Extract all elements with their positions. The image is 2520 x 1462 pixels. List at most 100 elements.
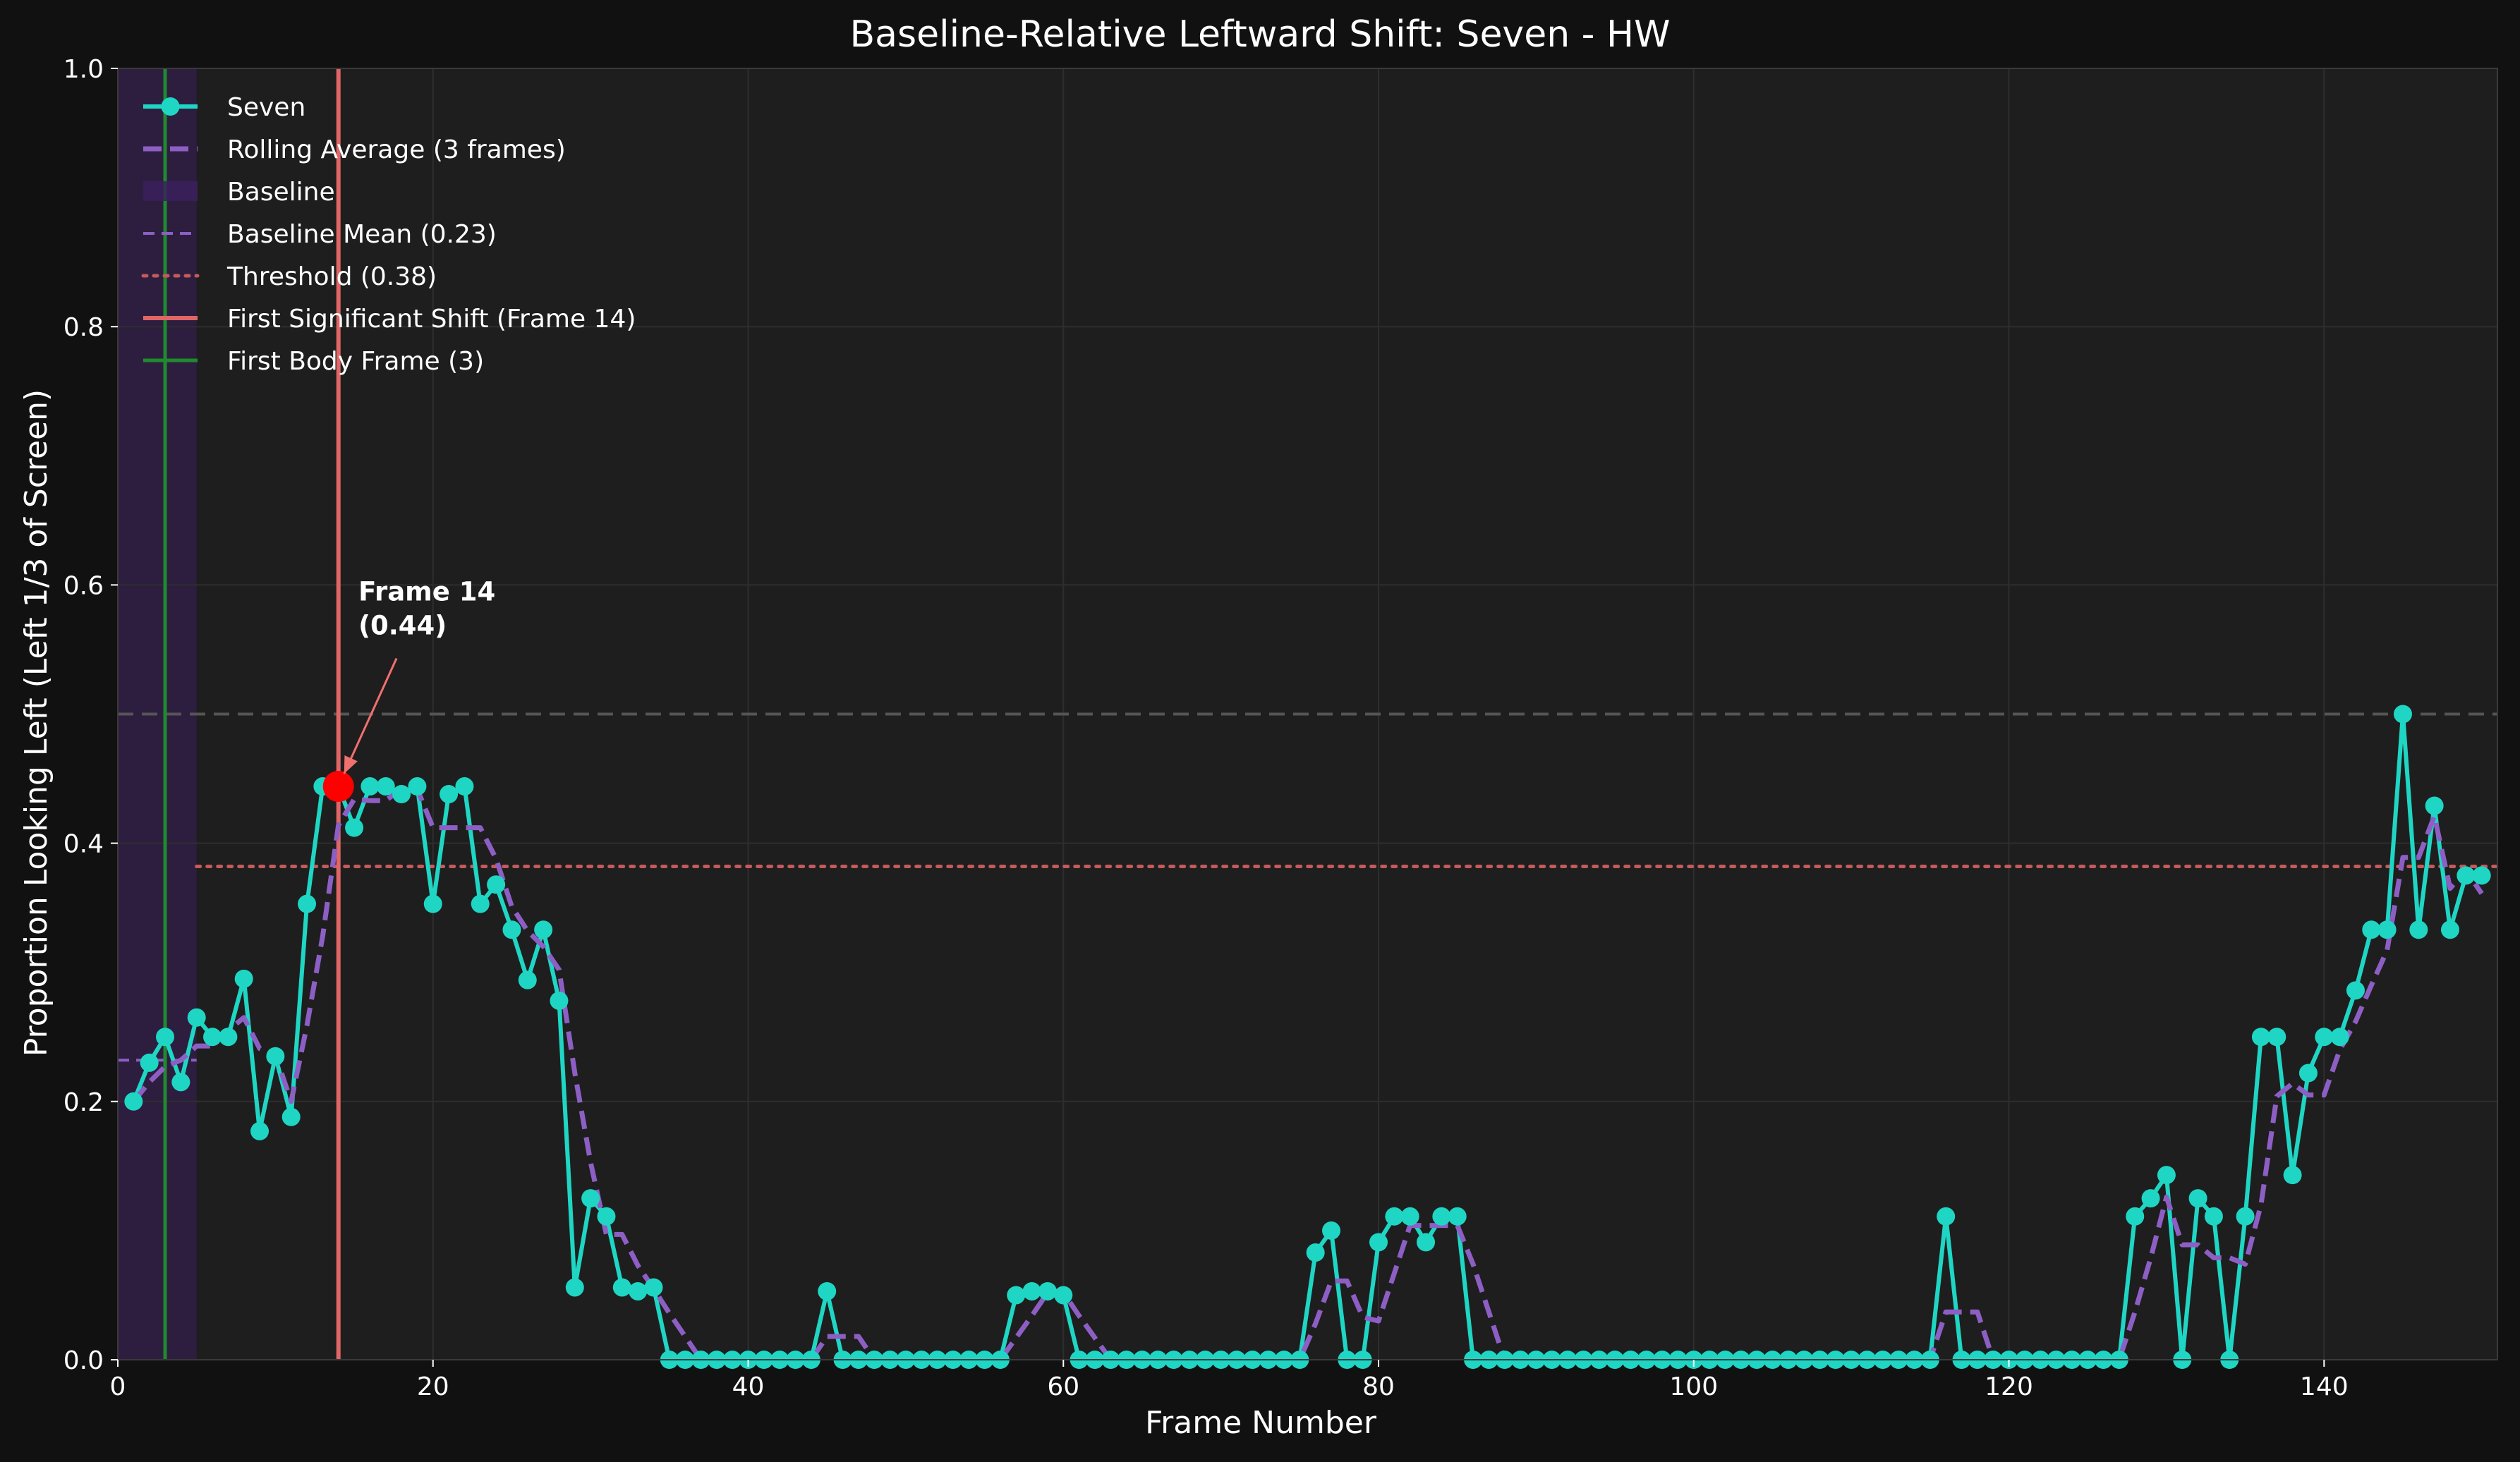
data-point — [266, 1047, 285, 1066]
legend-label: Rolling Average (3 frames) — [227, 135, 566, 164]
data-point — [1937, 1207, 1956, 1226]
data-point — [1022, 1281, 1041, 1300]
annotation: Frame 14(0.44) — [322, 576, 495, 803]
data-point — [1038, 1281, 1057, 1300]
legend-swatch-baseline — [143, 181, 198, 201]
data-point — [2457, 866, 2476, 885]
data-point — [281, 1107, 301, 1126]
data-point — [2188, 1189, 2207, 1208]
data-point — [1007, 1286, 1026, 1305]
data-point — [203, 1028, 222, 1047]
annotation-frame: Frame 14 — [358, 576, 495, 607]
data-point — [2236, 1207, 2255, 1226]
x-tick-label: 40 — [732, 1372, 765, 1401]
data-point — [187, 1008, 206, 1027]
data-point — [234, 969, 253, 988]
annotation-arrowhead — [344, 755, 358, 774]
data-point — [2126, 1207, 2145, 1226]
data-point — [518, 970, 537, 989]
data-point — [597, 1207, 616, 1226]
data-point — [2377, 920, 2397, 939]
y-tick-label: 1.0 — [63, 55, 104, 84]
data-point — [2330, 1028, 2349, 1047]
data-point — [2267, 1028, 2286, 1047]
data-point — [2157, 1166, 2176, 1185]
first-shift-marker — [322, 771, 354, 803]
data-point — [1432, 1207, 1451, 1226]
x-axis-label: Frame Number — [1145, 1405, 1377, 1441]
data-point — [455, 777, 474, 796]
data-point — [392, 785, 411, 804]
data-point — [612, 1278, 631, 1297]
x-tick-label: 60 — [1047, 1372, 1079, 1401]
data-point — [565, 1278, 584, 1297]
data-point — [408, 777, 427, 796]
data-point — [440, 785, 459, 804]
data-point — [818, 1281, 837, 1300]
data-point — [156, 1028, 175, 1047]
data-point — [124, 1092, 143, 1111]
data-point — [487, 875, 506, 894]
data-point — [2440, 920, 2459, 939]
y-tick-label: 0.0 — [63, 1346, 104, 1375]
reference-lines — [118, 68, 2500, 1360]
data-point — [2472, 866, 2491, 885]
annotation-arrow — [343, 657, 398, 774]
legend-label: Seven — [227, 93, 305, 122]
y-axis-label: Proportion Looking Left (Left 1/3 of Scr… — [18, 389, 54, 1056]
x-tick-label: 0 — [110, 1372, 126, 1401]
data-point — [376, 777, 395, 796]
legend-label: First Significant Shift (Frame 14) — [227, 305, 636, 334]
data-point — [171, 1073, 190, 1092]
data-point — [2315, 1028, 2334, 1047]
data-point — [1385, 1207, 1404, 1226]
legend: Seven Rolling Average (3 frames) Baseline B… — [141, 93, 636, 376]
data-point — [2298, 1064, 2318, 1083]
x-tick-label: 140 — [2300, 1372, 2349, 1401]
plot-frame — [117, 68, 2498, 1360]
data-point — [345, 818, 364, 837]
chart-title: Baseline-Relative Leftward Shift: Seven … — [850, 13, 1671, 56]
axes: 0 20 40 60 80 100 120 140 0.0 0.2 0.4 0.6 0.8 1.0 — [63, 55, 2498, 1401]
series-line-rolling-average — [131, 786, 2484, 1363]
data-point — [2362, 920, 2381, 939]
data-point — [1054, 1286, 1073, 1305]
data-point — [2409, 920, 2428, 939]
data-point — [471, 894, 490, 913]
data-point — [140, 1053, 159, 1072]
y-tick-label: 0.4 — [63, 830, 104, 859]
y-tick-label: 0.2 — [63, 1088, 104, 1117]
data-point — [534, 920, 553, 939]
data-point — [2283, 1166, 2302, 1185]
data-point — [298, 894, 317, 913]
data-point — [1369, 1233, 1388, 1252]
legend-label: Threshold (0.38) — [226, 262, 437, 291]
data-point — [502, 920, 521, 939]
legend-marker-seven — [161, 97, 180, 116]
series — [124, 705, 2491, 1369]
legend-label: Baseline Mean (0.23) — [227, 220, 497, 249]
data-point — [644, 1278, 663, 1297]
data-point — [2251, 1028, 2270, 1047]
x-tick-label: 100 — [1669, 1372, 1718, 1401]
data-point — [219, 1028, 238, 1047]
data-point — [423, 894, 442, 913]
data-point — [629, 1281, 648, 1300]
data-point — [581, 1189, 600, 1208]
data-point — [2425, 796, 2444, 815]
y-tick-label: 0.6 — [63, 571, 104, 600]
data-point — [1400, 1207, 1419, 1226]
data-point — [2346, 981, 2365, 1000]
legend-label: Baseline — [227, 178, 335, 207]
annotation-value: (0.44) — [358, 610, 447, 640]
data-point — [2393, 705, 2412, 724]
data-point — [2204, 1207, 2223, 1226]
data-point — [1322, 1221, 1341, 1240]
data-point — [361, 777, 380, 796]
x-tick-label: 80 — [1362, 1372, 1395, 1401]
data-point — [2141, 1189, 2160, 1208]
x-tick-label: 20 — [417, 1372, 449, 1401]
data-point — [1417, 1233, 1436, 1252]
data-point — [1448, 1207, 1467, 1226]
